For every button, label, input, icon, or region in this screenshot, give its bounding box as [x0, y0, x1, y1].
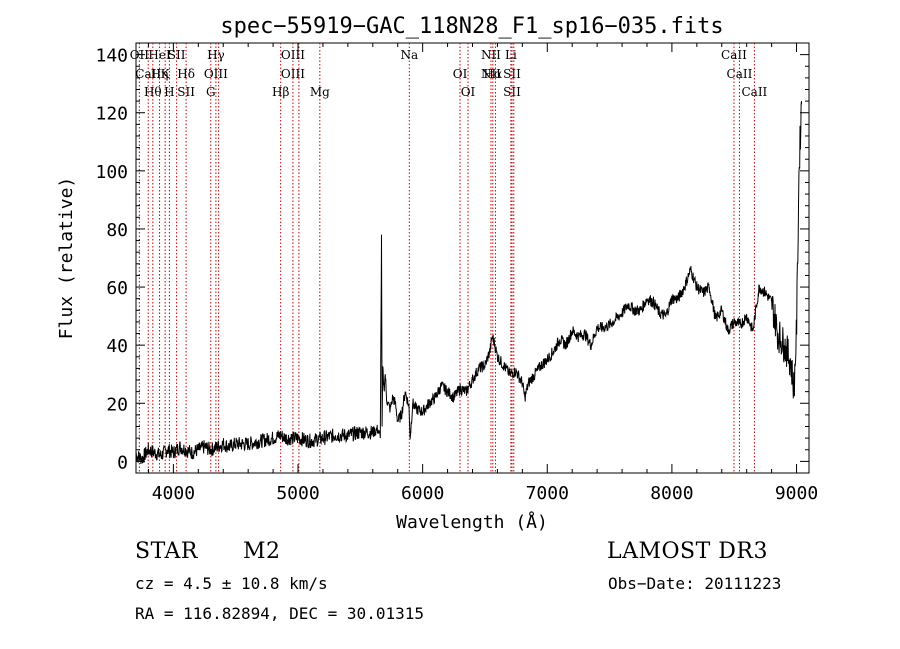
survey-name: LAMOST DR3	[607, 539, 768, 564]
spectral-line-label: CaII	[135, 67, 161, 81]
redshift-cz: cz = 4.5 ± 10.8 km/s	[135, 574, 328, 593]
spectral-line-label: Hη	[151, 67, 169, 81]
spectral-line-label: CaII	[721, 48, 747, 62]
axis-ticks-layer: 4000 5000 6000 7000 8000 9000 0 20 40 60 80 100 120 1…	[95, 42, 818, 504]
spectral-line-label: CaII	[741, 85, 767, 99]
spectral-line-label: SII	[503, 67, 521, 81]
spectral-line-label: OI	[453, 67, 468, 81]
x-tick-label: 9000	[775, 483, 818, 504]
spectral-line-label: SII	[168, 48, 186, 62]
spectral-line-label: NII	[481, 67, 501, 81]
y-tick-label: 100	[95, 162, 128, 183]
spectral-line-label: SII	[503, 85, 521, 99]
spectral-line-label: Na	[400, 48, 418, 62]
y-tick-label: 80	[106, 220, 128, 241]
spectral-line-label: OIII	[281, 67, 305, 81]
spectral-line-label: Hβ	[272, 85, 289, 99]
plot-frame	[135, 42, 810, 474]
ra-dec-coordinates: RA = 116.82894, DEC = 30.01315	[135, 604, 424, 623]
object-class: STAR	[135, 539, 198, 564]
y-tick-label: 140	[95, 46, 128, 67]
y-tick-label: 60	[106, 278, 128, 299]
spectral-line-label: OIII	[204, 67, 228, 81]
chart-title: spec−55919−GAC_118N28_F1_sp16−035.fits	[220, 14, 723, 39]
spectral-line-label: SII	[177, 85, 195, 99]
spectrum-series-line	[135, 101, 802, 465]
spectral-line-label: H	[164, 85, 174, 99]
x-axis-label: Wavelength (Å)	[396, 511, 548, 533]
x-tick-label: 4000	[152, 483, 195, 504]
spectral-line-label: Mg	[310, 85, 330, 99]
spectral-line-label: OIII	[281, 48, 305, 62]
spectral-line-label: G	[206, 85, 216, 99]
spectral-line-label: Li	[505, 48, 517, 62]
object-subclass: M2	[243, 539, 281, 564]
spectral-line-label: CaII	[727, 67, 753, 81]
spectral-line-label: OI	[461, 85, 476, 99]
spectral-line-label: Hα	[484, 67, 503, 81]
y-tick-label: 0	[117, 452, 128, 473]
spectral-line-label: NII	[481, 48, 501, 62]
x-tick-label: 6000	[401, 483, 444, 504]
x-tick-label: 5000	[276, 483, 319, 504]
y-axis-label: Flux (relative)	[56, 177, 77, 340]
spectral-line-label: Hθ	[144, 85, 162, 99]
y-tick-label: 20	[106, 394, 128, 415]
y-tick-label: 120	[95, 104, 128, 125]
x-tick-label: 7000	[526, 483, 569, 504]
spectral-line-label: Hδ	[177, 67, 195, 81]
spectral-line-label: K	[161, 67, 171, 81]
x-tick-label: 8000	[650, 483, 693, 504]
y-tick-label: 40	[106, 336, 128, 357]
observation-date: Obs−Date: 20111223	[608, 574, 782, 593]
spectral-line-label: Hγ	[207, 48, 225, 62]
